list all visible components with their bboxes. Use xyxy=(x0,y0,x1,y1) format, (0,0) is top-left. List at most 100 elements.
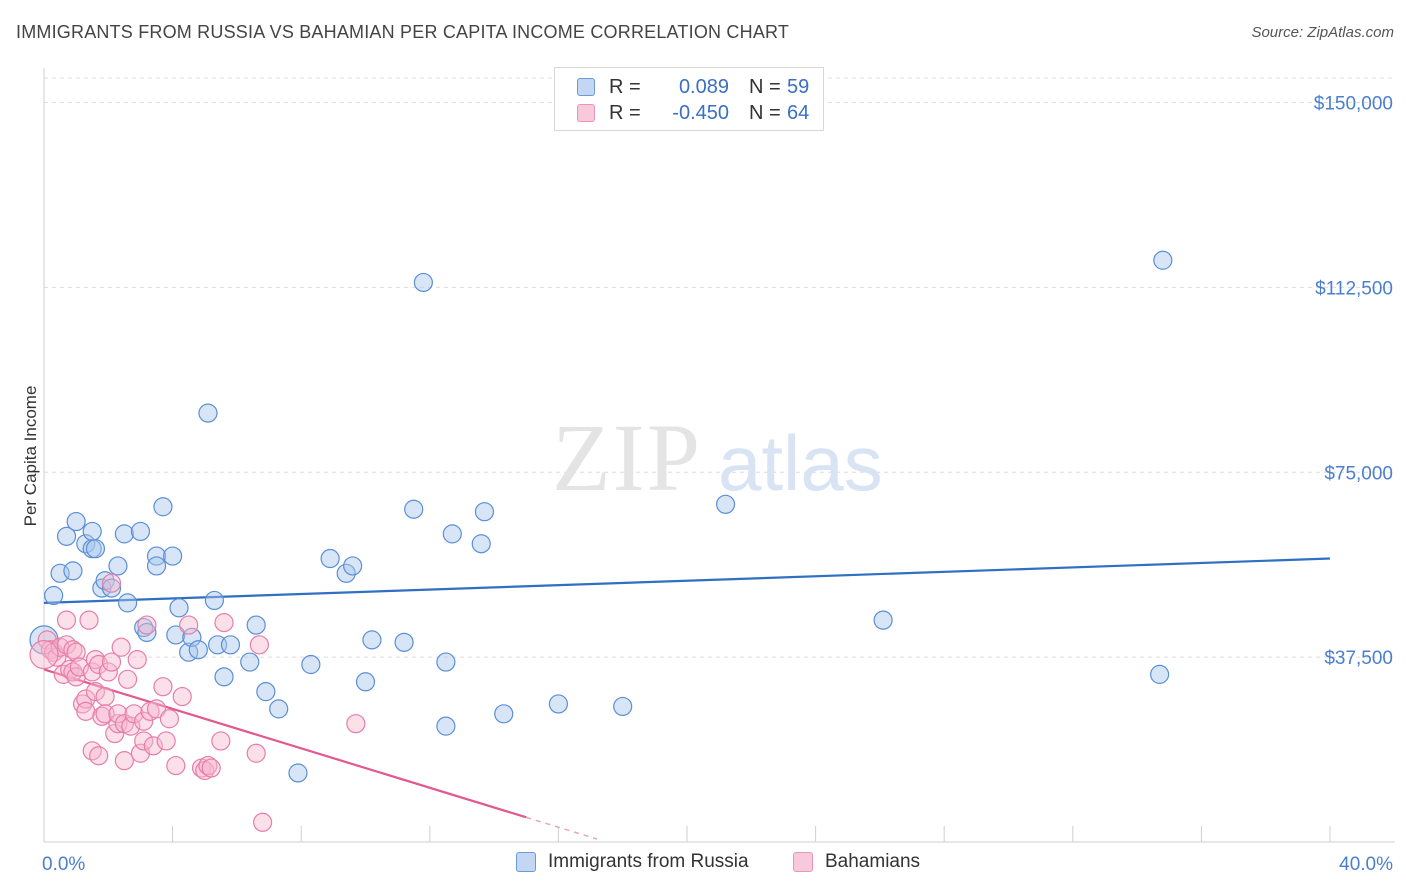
russia-point xyxy=(436,716,456,736)
watermark-atlas: atlas xyxy=(718,419,883,507)
russia-point xyxy=(56,526,77,546)
y-tick-label: $150,000 xyxy=(1314,94,1393,115)
russia-trend-line xyxy=(43,557,1331,604)
bahamians-point xyxy=(134,731,154,751)
bahamians-point xyxy=(89,746,109,766)
bahamians-point xyxy=(166,755,186,776)
bahamians-point xyxy=(124,704,144,724)
tick-labels: $37,500 $75,000 $112,500 $150,000 0.0% 40.0% xyxy=(42,94,1393,875)
legend-r-value: 0.089 xyxy=(678,75,729,98)
bahamians-point xyxy=(137,615,157,635)
y-axis-label: Per Capita Income xyxy=(21,386,40,527)
y-tick-label: $75,000 xyxy=(1324,463,1393,484)
russia-point xyxy=(343,556,363,576)
russia-point xyxy=(130,521,151,542)
bahamians-point xyxy=(121,716,141,736)
russia-point xyxy=(214,667,234,687)
bahamians-point xyxy=(214,613,234,633)
russia-point xyxy=(320,548,340,569)
bahamians-point xyxy=(85,682,106,702)
russia-point xyxy=(288,763,308,783)
series-label-bahamians: Bahamians xyxy=(825,851,921,872)
russia-point xyxy=(1150,664,1170,684)
legend-swatch-pink xyxy=(577,104,595,122)
russia-point xyxy=(1153,250,1173,270)
russia-point xyxy=(188,640,208,660)
russia-point xyxy=(82,521,102,542)
russia-point xyxy=(169,598,189,618)
series-legend-bahamians: Bahamians xyxy=(793,851,920,873)
grid-lines xyxy=(44,77,1395,658)
bahamians-point xyxy=(92,706,112,726)
bahamians-point xyxy=(82,741,102,761)
legend-swatch-blue xyxy=(577,78,595,96)
bahamians-point xyxy=(134,711,154,731)
bahamians-point xyxy=(82,662,102,682)
russia-point xyxy=(166,625,186,645)
x-tick-label-max: 40.0% xyxy=(1339,854,1393,875)
russia-point xyxy=(66,511,86,532)
bahamians-point xyxy=(179,615,199,635)
russia-point xyxy=(269,699,289,719)
russia-point xyxy=(76,534,96,554)
bahamians-point xyxy=(201,758,221,778)
legend-row-russia: R = 0.089 N = 59 xyxy=(577,74,809,100)
legend-n-label: N = xyxy=(749,75,781,98)
russia-point xyxy=(117,593,138,613)
bahamians-point xyxy=(69,657,89,677)
source-label: Source: ZipAtlas.com xyxy=(1251,24,1394,41)
watermark-zip: ZIP xyxy=(552,404,702,511)
data-points xyxy=(29,250,1173,832)
russia-point xyxy=(301,654,321,675)
russia-point xyxy=(474,502,495,522)
legend-n-value: 64 xyxy=(787,101,810,124)
russia-point xyxy=(220,635,241,655)
bahamians-trend-extension xyxy=(526,816,598,840)
bahamians-point xyxy=(101,652,122,672)
bahamians-point xyxy=(198,755,218,776)
russia-point xyxy=(246,615,266,635)
x-tick-label-min: 0.0% xyxy=(42,854,85,875)
legend-n-label: N = xyxy=(749,101,781,124)
correlation-legend: R = 0.089 N = 59 R = -0.450 N = 64 xyxy=(554,67,824,131)
bahamians-point xyxy=(153,677,173,697)
russia-point xyxy=(85,539,106,559)
legend-r-value: -0.450 xyxy=(672,101,729,124)
russia-point xyxy=(715,494,736,514)
bahamians-trend-line xyxy=(43,668,527,819)
russia-point xyxy=(163,546,183,566)
bahamians-point xyxy=(246,743,266,763)
russia-point xyxy=(256,682,276,702)
bahamians-point xyxy=(63,640,83,660)
russia-point xyxy=(362,630,382,650)
bahamians-point xyxy=(95,686,115,707)
bahamians-point xyxy=(127,649,147,670)
bahamians-point xyxy=(159,709,179,729)
bahamians-point xyxy=(143,736,163,756)
bahamians-point xyxy=(56,610,77,630)
russia-point xyxy=(494,704,514,724)
russia-point xyxy=(108,556,128,576)
legend-r-label: R = xyxy=(609,75,641,98)
russia-point xyxy=(436,652,456,672)
bahamians-point xyxy=(346,714,366,734)
russia-point xyxy=(198,403,218,423)
y-tick-label: $37,500 xyxy=(1324,648,1393,669)
bahamians-point xyxy=(76,701,96,721)
russia-point xyxy=(413,272,433,293)
series-legend: Immigrants from Russia Bahamians xyxy=(0,851,1406,879)
russia-point xyxy=(394,632,414,652)
russia-point xyxy=(101,578,122,598)
bahamians-point xyxy=(101,573,122,593)
bahamians-point xyxy=(108,704,128,724)
series-swatch-pink xyxy=(793,852,813,872)
russia-point xyxy=(548,694,569,714)
bahamians-point xyxy=(253,812,273,832)
y-tick-label: $112,500 xyxy=(1315,278,1393,299)
bahamians-point xyxy=(156,731,176,751)
bahamians-point xyxy=(172,686,192,707)
russia-point xyxy=(471,534,491,554)
russia-point xyxy=(404,499,424,519)
russia-point xyxy=(44,585,64,606)
russia-point xyxy=(873,610,893,630)
